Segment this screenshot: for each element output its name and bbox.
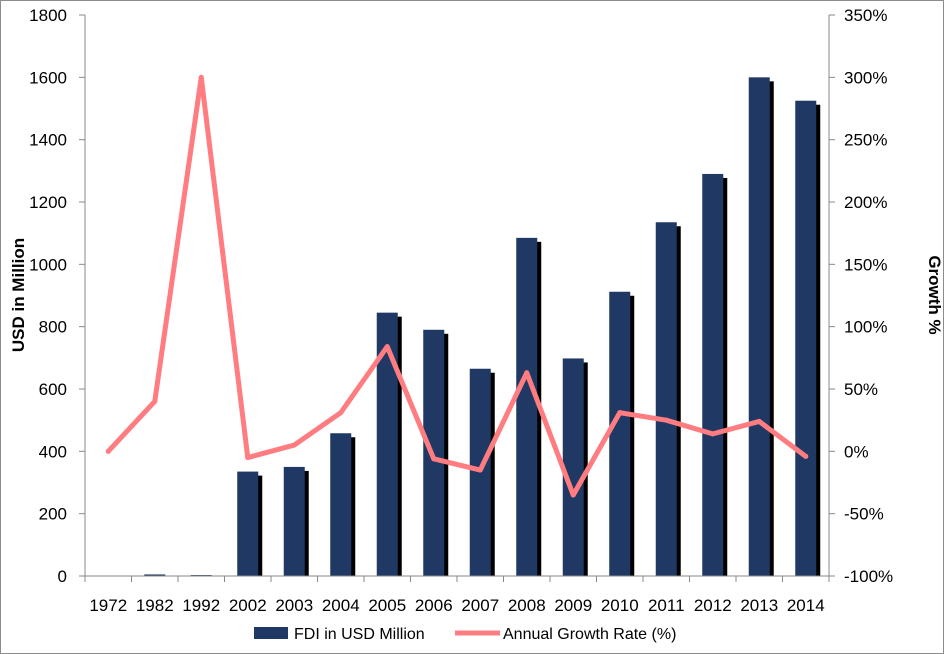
y-tick-label-left: 1000 (29, 255, 67, 274)
bar (237, 471, 259, 576)
bar (609, 291, 631, 576)
y-tick-label-right: 350% (844, 6, 887, 25)
x-tick-label: 1972 (89, 596, 127, 615)
y-tick-label-right: 50% (844, 380, 878, 399)
legend-swatch-fdi (254, 627, 288, 639)
x-tick-label: 2009 (554, 596, 592, 615)
growth-point (338, 410, 344, 416)
y-tick-label-left: 1800 (29, 6, 67, 25)
y-tick-label-left: 0 (58, 567, 67, 586)
bar (748, 77, 770, 576)
axes: 0 200 400 600 800 1000 1200 1400 1600 1800 -100% -5… (29, 6, 893, 615)
bar (702, 173, 724, 576)
growth-point (291, 442, 297, 448)
bar-series-fdi (144, 77, 821, 576)
growth-line (105, 74, 809, 498)
x-tick-label: 2002 (229, 596, 267, 615)
bar (330, 433, 352, 576)
growth-point (105, 448, 111, 454)
y-tick-label-left: 600 (39, 380, 67, 399)
x-tick-label: 2011 (648, 596, 685, 615)
growth-point (384, 344, 390, 350)
legend: FDI in USD Million Annual Growth Rate (%… (254, 626, 676, 643)
growth-point (477, 467, 483, 473)
y-tick-label-right: 150% (844, 255, 887, 274)
growth-point (570, 492, 576, 498)
x-tick-label: 2010 (601, 596, 639, 615)
growth-point (152, 398, 158, 404)
x-tick-label: 2014 (787, 596, 825, 615)
x-tick-label: 1992 (182, 596, 220, 615)
y-tick-label-right: 200% (844, 193, 887, 212)
y-tick-label-left: 200 (39, 505, 67, 524)
x-tick-label: 2013 (740, 596, 778, 615)
growth-point (524, 370, 530, 376)
y-tick-label-left: 400 (39, 442, 67, 461)
y-axis-title-left: USD in Million (9, 238, 28, 352)
y-tick-label-left: 1400 (29, 131, 67, 150)
growth-point (756, 418, 762, 424)
y-tick-label-right: -50% (844, 505, 884, 524)
y-tick-label-right: 0% (844, 442, 869, 461)
bar (655, 222, 677, 576)
bar (376, 312, 398, 576)
y-tick-label-right: -100% (844, 567, 893, 586)
growth-point (617, 410, 623, 416)
x-tick-label: 2004 (322, 596, 360, 615)
y-tick-label-left: 1200 (29, 193, 67, 212)
bar (795, 100, 817, 576)
growth-point (663, 417, 669, 423)
x-tick-label: 2007 (461, 596, 499, 615)
growth-point (245, 455, 251, 461)
y-tick-label-left: 1600 (29, 68, 67, 87)
x-tick-label: 2003 (275, 596, 313, 615)
growth-point (710, 431, 716, 437)
x-tick-label: 2005 (368, 596, 406, 615)
y-tick-label-left: 800 (39, 318, 67, 337)
x-tick-label: 2008 (508, 596, 546, 615)
x-tick-label: 2012 (694, 596, 732, 615)
growth-point (431, 456, 437, 462)
line-series-growth (105, 74, 809, 498)
growth-point (198, 74, 204, 80)
growth-point (803, 453, 809, 459)
y-tick-label-right: 100% (844, 318, 887, 337)
bar (144, 574, 166, 576)
y-tick-label-right: 250% (844, 131, 887, 150)
bar (516, 237, 538, 576)
x-tick-label: 2006 (415, 596, 453, 615)
legend-label-growth: Annual Growth Rate (%) (503, 626, 676, 643)
x-tick-label: 1982 (136, 596, 174, 615)
bar (283, 466, 305, 576)
legend-label-fdi: FDI in USD Million (294, 626, 425, 643)
y-tick-label-right: 300% (844, 68, 887, 87)
bar (562, 358, 584, 576)
y-axis-title-right: Growth % (925, 255, 944, 334)
